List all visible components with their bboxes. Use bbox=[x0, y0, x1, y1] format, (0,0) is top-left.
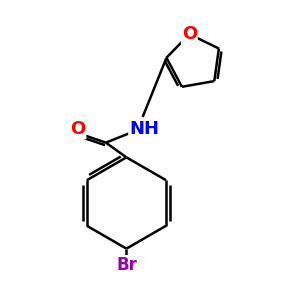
Text: NH: NH bbox=[129, 120, 159, 138]
Text: O: O bbox=[70, 120, 85, 138]
Text: Br: Br bbox=[116, 256, 137, 274]
Text: O: O bbox=[182, 25, 197, 43]
